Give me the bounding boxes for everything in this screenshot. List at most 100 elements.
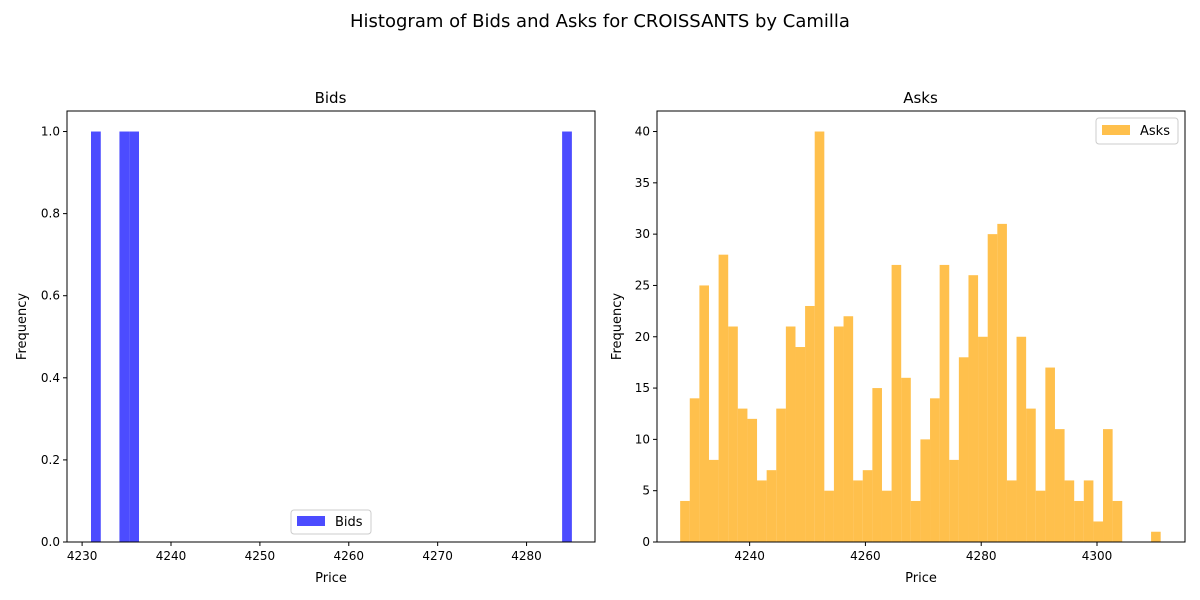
bids-legend: Bids: [290, 509, 372, 535]
asks-bar-27: [939, 264, 950, 542]
asks-y-tick-label-8: 40: [635, 125, 650, 139]
bids-y-tick-label-5: 1.0: [41, 125, 60, 139]
asks-bar-24: [910, 500, 921, 542]
bids-axes-title: Bids: [315, 89, 347, 107]
asks-bar-42: [1083, 480, 1094, 542]
asks-axes-frame: [656, 110, 1186, 543]
asks-bar-26: [930, 398, 940, 542]
asks-bar-0: [680, 500, 690, 542]
asks-bar-31: [978, 336, 988, 542]
bids-x-axis-label: Price: [315, 571, 347, 586]
asks-bar-4: [718, 254, 729, 543]
asks-bar-3: [708, 459, 719, 542]
bids-axes-frame: [66, 110, 596, 543]
asks-bar-13: [805, 305, 815, 542]
asks-bar-18: [853, 480, 863, 542]
asks-legend-swatch: [1102, 125, 1130, 135]
asks-bars: [680, 131, 1161, 543]
bids-bars: [91, 131, 572, 542]
bids-x-tick-label-1: 4240: [156, 549, 187, 563]
asks-y-ticks: 0 5 10 15 20 25 30 35 40: [635, 125, 657, 549]
asks-bar-9: [766, 470, 777, 542]
asks-x-ticks: 4240 4260 4280 4300: [734, 542, 1112, 563]
asks-bar-12: [795, 347, 806, 542]
asks-bar-29: [958, 357, 969, 542]
asks-axes: Asks 4240 4260 4280 4300 0 5 10 15 20 25 30 35 40 P…: [610, 89, 1186, 586]
asks-bar-25: [920, 439, 931, 542]
asks-bar-39: [1054, 429, 1065, 542]
asks-y-tick-label-3: 15: [635, 381, 650, 395]
asks-y-tick-label-7: 35: [635, 176, 650, 190]
bids-y-tick-label-4: 0.8: [41, 207, 60, 221]
asks-y-tick-label-4: 20: [635, 330, 650, 344]
asks-bar-44: [1103, 429, 1113, 542]
asks-bar-2: [699, 285, 709, 542]
bids-x-tick-label-3: 4260: [334, 549, 365, 563]
asks-bar-41: [1074, 500, 1084, 542]
bids-x-tick-label-4: 4270: [422, 549, 453, 563]
asks-bar-5: [728, 326, 738, 542]
asks-legend-box: [1095, 117, 1179, 145]
bids-y-tick-label-1: 0.2: [41, 453, 60, 467]
asks-bar-30: [968, 275, 979, 542]
asks-bar-22: [891, 264, 902, 542]
asks-bar-16: [833, 326, 844, 542]
asks-y-tick-label-5: 25: [635, 278, 650, 292]
bids-y-tick-label-3: 0.6: [41, 289, 60, 303]
asks-bar-17: [843, 316, 854, 542]
asks-bar-37: [1035, 490, 1046, 542]
bids-bar-2: [129, 131, 139, 542]
asks-y-tick-label-6: 30: [635, 227, 650, 241]
asks-bar-1: [689, 398, 700, 542]
asks-bar-6: [737, 408, 748, 542]
bids-y-tick-label-2: 0.4: [41, 371, 60, 385]
asks-y-tick-label-2: 10: [635, 432, 650, 446]
asks-bar-33: [997, 223, 1007, 542]
asks-bar-43: [1093, 521, 1104, 542]
figure-title: Histogram of Bids and Asks for CROISSANT…: [350, 11, 850, 32]
asks-axes-title: Asks: [903, 89, 938, 107]
asks-x-tick-label-2: 4280: [966, 549, 997, 563]
asks-x-tick-label-0: 4240: [734, 549, 765, 563]
asks-bar-14: [814, 131, 825, 542]
asks-x-axis-label: Price: [905, 571, 937, 586]
asks-y-tick-label-1: 5: [642, 484, 650, 498]
bids-bar-0: [91, 131, 101, 542]
bids-y-axis-label: Frequency: [15, 293, 30, 360]
bids-legend-label: Bids: [335, 515, 363, 530]
bids-x-ticks: 4230 4240 4250 4260 4270 4280: [67, 542, 542, 563]
asks-bar-34: [1006, 480, 1017, 542]
asks-y-tick-label-0: 0: [642, 535, 650, 549]
asks-x-tick-label-3: 4300: [1082, 549, 1113, 563]
asks-x-tick-label-1: 4260: [850, 549, 881, 563]
asks-bar-49: [1151, 531, 1161, 542]
asks-bar-35: [1016, 336, 1027, 542]
bids-legend-swatch: [297, 516, 325, 526]
bids-x-tick-label-5: 4280: [511, 549, 542, 563]
asks-bar-10: [776, 408, 786, 542]
asks-legend-label: Asks: [1140, 124, 1170, 139]
asks-bar-38: [1045, 367, 1055, 542]
bids-y-ticks: 0.0 0.2 0.4 0.6 0.8 1.0: [41, 125, 67, 549]
asks-bar-36: [1026, 408, 1036, 542]
asks-bar-11: [785, 326, 796, 542]
asks-y-axis-label: Frequency: [610, 293, 625, 360]
asks-bar-7: [747, 418, 758, 542]
bids-bar-1: [119, 131, 130, 542]
bids-x-tick-label-2: 4250: [245, 549, 276, 563]
asks-legend: Asks: [1095, 117, 1179, 145]
asks-bar-8: [757, 480, 767, 542]
asks-bar-28: [949, 459, 959, 542]
asks-bar-19: [862, 470, 873, 542]
asks-bar-45: [1112, 500, 1123, 542]
bids-x-tick-label-0: 4230: [67, 549, 98, 563]
asks-bar-15: [824, 490, 834, 542]
bids-y-tick-label-0: 0.0: [41, 535, 60, 549]
asks-bar-20: [872, 388, 882, 542]
bids-axes: Bids 4230 4240 4250 4260 4270 4280 0.00.20.40…: [15, 89, 596, 586]
asks-bar-23: [901, 377, 911, 542]
bids-bar-3: [562, 131, 572, 542]
asks-bar-32: [987, 234, 998, 542]
asks-bar-21: [881, 490, 892, 542]
